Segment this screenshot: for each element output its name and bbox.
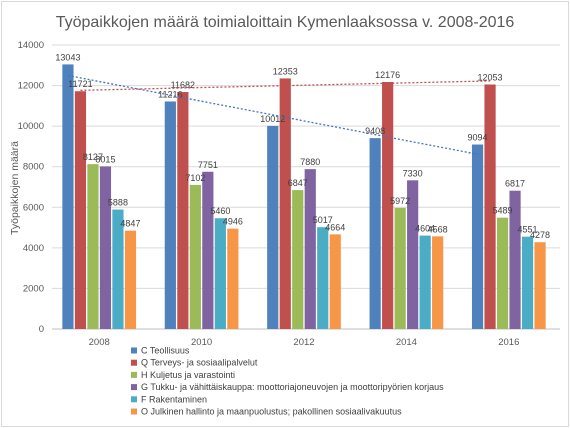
legend-entry: G Tukku- ja vähittäiskauppa: moottoriajo… — [141, 382, 444, 392]
legend-swatch — [131, 359, 137, 366]
bar — [317, 227, 329, 329]
data-label: 9408 — [365, 126, 385, 136]
y-tick-label: 14000 — [18, 40, 44, 51]
bar — [419, 235, 431, 329]
bar — [329, 234, 341, 329]
bar — [394, 207, 406, 329]
trendlines — [67, 74, 491, 155]
data-label: 5489 — [493, 206, 513, 216]
data-label: 4847 — [120, 219, 140, 229]
bar — [279, 78, 291, 329]
y-tick-label: 2000 — [23, 283, 44, 294]
data-label: 8127 — [83, 152, 103, 162]
data-label: 4551 — [518, 225, 538, 235]
x-tick-label: 2016 — [498, 337, 519, 348]
bar — [521, 236, 534, 329]
y-tick-label: 12000 — [18, 81, 44, 92]
bar — [99, 166, 112, 329]
bar — [189, 184, 201, 329]
bars — [62, 64, 546, 330]
data-label: 11216 — [158, 89, 182, 99]
x-tick-label: 2014 — [396, 337, 417, 348]
y-tick-label: 4000 — [23, 243, 44, 254]
x-tick-label: 2012 — [293, 337, 314, 348]
data-label: 5972 — [390, 196, 410, 206]
legend-entry: C Teollisuus — [141, 346, 190, 356]
data-label: 13043 — [55, 52, 80, 62]
legend: C Teollisuus Q Terveys- ja sosiaalipalvel… — [131, 346, 444, 417]
data-label: 7102 — [185, 173, 205, 183]
data-label: 6847 — [288, 178, 308, 188]
bar — [369, 138, 381, 329]
bar — [534, 242, 546, 329]
data-label: 11682 — [171, 80, 195, 90]
y-tick-label: 0 — [39, 324, 44, 335]
bar — [87, 164, 99, 329]
data-label: 9094 — [468, 133, 488, 143]
x-tick-label: 2008 — [89, 337, 110, 348]
bar — [496, 217, 509, 329]
legend-swatch — [131, 396, 137, 403]
data-label: 11721 — [68, 79, 92, 89]
data-label: 4568 — [428, 224, 448, 234]
bar — [382, 82, 394, 329]
bar — [509, 190, 521, 329]
x-axis-ticks: 2008 2010 2012 2014 2016 — [89, 337, 520, 348]
data-label: 12176 — [375, 70, 400, 80]
data-label: 4946 — [223, 217, 243, 227]
bar — [74, 91, 87, 329]
y-tick-label: 10000 — [18, 121, 44, 132]
data-label: 12053 — [478, 72, 503, 82]
legend-swatch — [131, 384, 137, 391]
y-axis-ticks: 0 2000 4000 6000 8000 10000 12000 14000 — [18, 40, 44, 335]
y-tick-label: 6000 — [23, 202, 44, 213]
bar — [112, 209, 124, 329]
data-label: 7330 — [403, 168, 423, 178]
y-tick-label: 8000 — [23, 162, 44, 173]
bar — [202, 171, 214, 329]
data-label: 5017 — [313, 215, 333, 225]
bar — [432, 236, 444, 329]
legend-entry: O Julkinen hallinto ja maanpuolustus; pa… — [141, 407, 402, 417]
bar — [471, 144, 484, 329]
bar — [177, 92, 189, 330]
data-label: 7880 — [300, 157, 320, 167]
bar — [304, 169, 316, 329]
data-label: 4604 — [415, 224, 435, 234]
legend-entry: F Rakentaminen — [141, 394, 207, 404]
data-label: 8015 — [95, 154, 115, 164]
y-axis-label: Työpaikkojen määrä — [9, 141, 21, 235]
bar — [292, 190, 304, 329]
bar — [407, 180, 419, 329]
bar — [227, 228, 239, 329]
data-label: 5460 — [210, 206, 230, 216]
trendline — [80, 80, 491, 91]
bar — [164, 101, 176, 329]
bar — [124, 230, 137, 329]
bar — [267, 125, 279, 329]
legend-swatch — [131, 408, 137, 415]
data-label: 5888 — [108, 198, 128, 208]
chart-title: Työpaikkojen määrä toimialoittain Kymenl… — [56, 14, 515, 31]
legend-entry: H Kuljetus ja varastointi — [141, 370, 235, 380]
data-label: 4664 — [325, 222, 345, 232]
x-tick-label: 2010 — [191, 337, 212, 348]
legend-swatch — [131, 347, 137, 354]
bar — [62, 64, 74, 330]
data-label: 12353 — [273, 66, 298, 76]
data-label: 4278 — [530, 230, 550, 240]
legend-swatch — [131, 371, 137, 378]
data-label: 6817 — [505, 179, 525, 189]
data-label: 10012 — [260, 114, 285, 124]
trendline — [67, 74, 478, 155]
data-label: 7751 — [198, 160, 218, 170]
bar — [484, 84, 496, 330]
legend-entry: Q Terveys- ja sosiaalipalvelut — [141, 358, 258, 368]
bar — [214, 218, 226, 329]
